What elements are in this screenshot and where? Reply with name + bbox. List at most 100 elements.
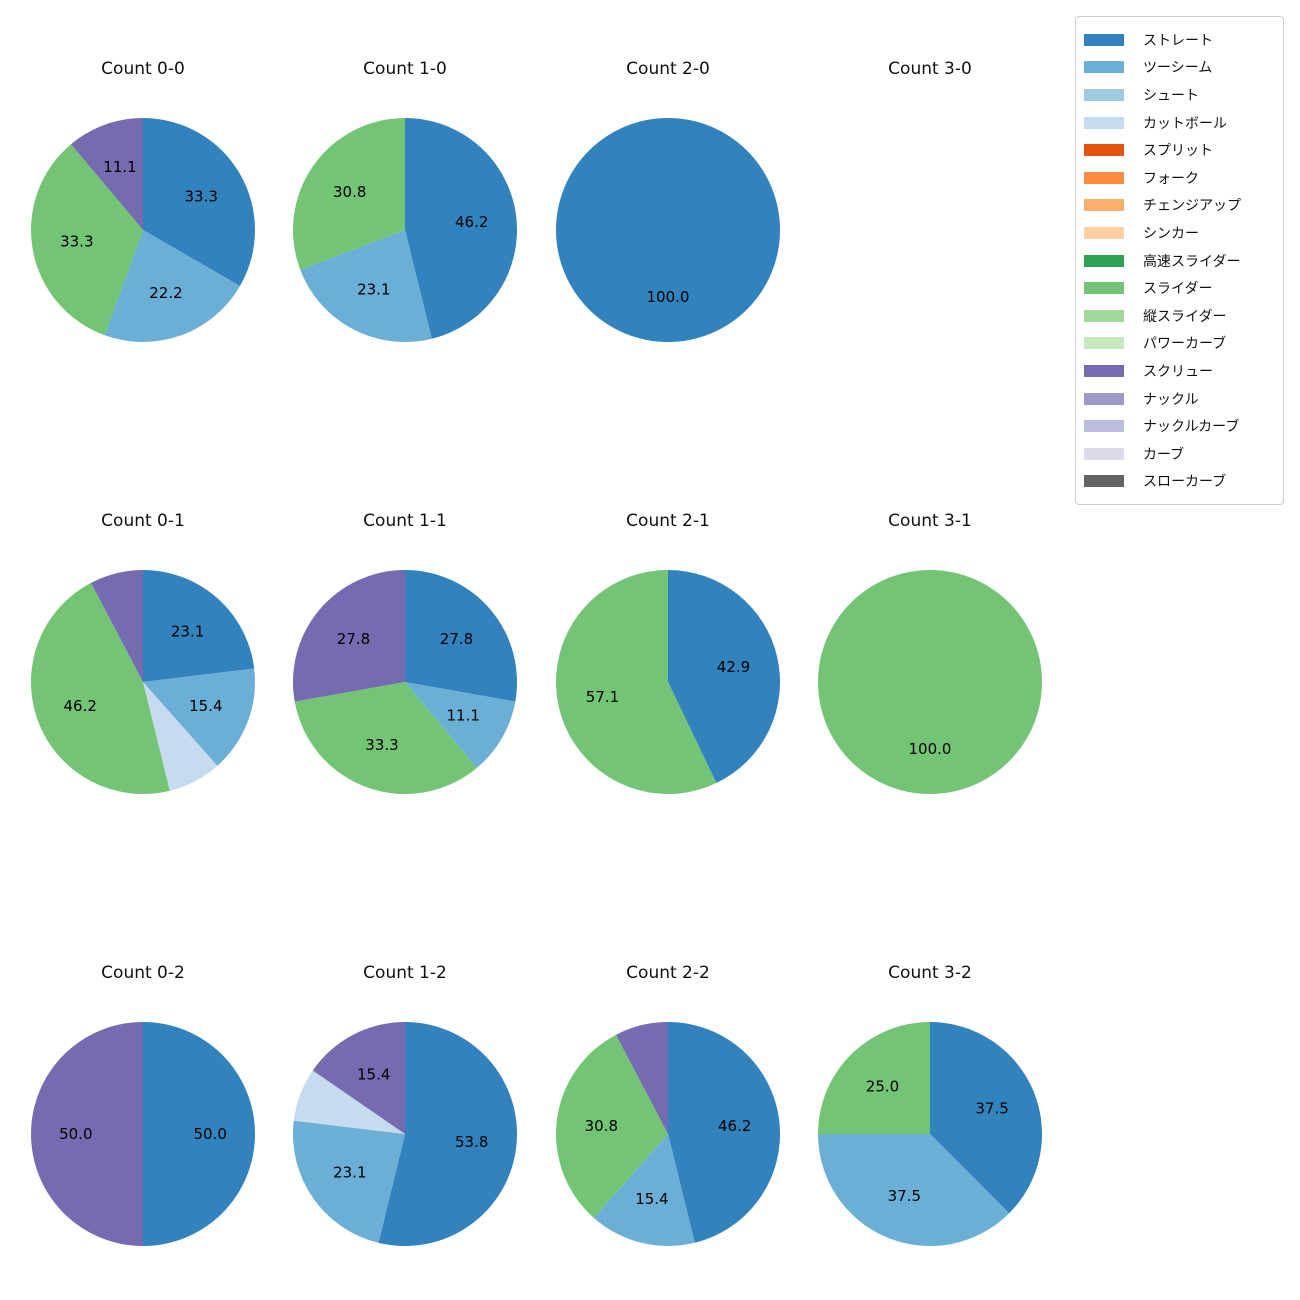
pie-title-count-0-0: Count 0-0 <box>101 59 185 79</box>
legend-swatch <box>1084 144 1124 157</box>
pie-chart-count-0-0: Count 0-0 33.3 22.2 33.3 11.1 <box>13 58 273 350</box>
legend-swatch <box>1084 199 1124 212</box>
legend-swatch <box>1084 309 1124 322</box>
pie-chart-count-2-1: Count 2-1 42.9 57.1 <box>538 510 798 802</box>
legend-item-label: パワーカーブ <box>1143 336 1227 353</box>
pie-count-2-1: 42.9 57.1 <box>555 570 780 794</box>
pie-count-0-1: 23.1 15.4 46.2 <box>30 570 255 795</box>
pie-slice-label: 37.5 <box>888 1187 921 1205</box>
pie-chart-count-0-1: Count 0-1 23.1 15.4 46.2 <box>13 510 273 802</box>
legend-item-label: 高速スライダー <box>1143 253 1241 270</box>
pie-slice <box>668 1022 781 1243</box>
pie-slice-label: 27.8 <box>440 630 473 648</box>
pie-slice <box>90 570 143 682</box>
pie-slice-label: 50.0 <box>59 1125 92 1143</box>
pie-title-count-3-1: Count 3-1 <box>888 511 972 531</box>
pie-count-2-2: 46.2 15.4 30.8 <box>556 1022 781 1247</box>
pie-slice-label: 100.0 <box>647 288 690 306</box>
pie-slice-label: 42.9 <box>717 658 750 676</box>
legend-swatch <box>1084 254 1124 267</box>
legend-swatch <box>1084 337 1124 350</box>
legend-item: ツーシーム <box>1084 54 1273 82</box>
pie-slice-label: 25.0 <box>866 1078 899 1096</box>
legend-item-label: カットボール <box>1143 115 1227 132</box>
pie-slice <box>143 682 218 791</box>
legend-item: スライダー <box>1084 274 1273 302</box>
pie-chart-count-1-1: Count 1-1 27.8 11.1 33.3 27.8 <box>275 510 535 802</box>
pie-slice <box>143 118 255 286</box>
legend-swatch <box>1084 420 1124 433</box>
legend-item: 縦スライダー <box>1084 302 1273 330</box>
pie-slice-label: 33.3 <box>60 233 93 251</box>
pie-count-3-0 <box>810 110 1050 350</box>
pie-slice <box>293 118 405 270</box>
pie-title-count-0-1: Count 0-1 <box>101 511 185 531</box>
pie-slice-label: 57.1 <box>586 688 619 706</box>
pie-slice-label: 11.1 <box>103 158 136 176</box>
legend-item: ナックルカーブ <box>1084 412 1273 440</box>
pie-count-1-0: 46.2 23.1 30.8 <box>293 118 518 343</box>
pie-slice <box>30 144 143 336</box>
legend-swatch <box>1084 475 1124 488</box>
pie-slice-label: 30.8 <box>585 1117 618 1135</box>
pie-slice <box>818 570 1042 794</box>
pie-slice <box>405 118 518 339</box>
pie-chart-count-1-2: Count 1-2 53.8 23.1 15.4 <box>275 962 535 1254</box>
legend-item: カットボール <box>1084 109 1273 137</box>
legend-item-label: 縦スライダー <box>1143 308 1227 325</box>
legend-item: ストレート <box>1084 26 1273 54</box>
legend-swatch <box>1084 171 1124 184</box>
pie-slice-label: 15.4 <box>357 1066 390 1084</box>
pie-slice <box>668 570 780 784</box>
legend-item: フォーク <box>1084 164 1273 192</box>
legend-swatch <box>1084 33 1124 46</box>
pie-slice <box>818 1134 1010 1247</box>
pie-slice-label: 22.2 <box>149 284 182 302</box>
pie-slice <box>930 1022 1043 1214</box>
legend-item-label: スプリット <box>1143 143 1213 160</box>
legend-item-label: カーブ <box>1143 446 1185 463</box>
pie-slice <box>143 570 255 682</box>
pie-count-0-0: 33.3 22.2 33.3 11.1 <box>30 118 255 343</box>
legend-item-label: シンカー <box>1143 225 1199 242</box>
pie-slice <box>312 1022 405 1134</box>
legend-item: スクリュー <box>1084 357 1273 385</box>
pie-count-3-1: 100.0 <box>818 570 1042 794</box>
pie-chart-count-2-2: Count 2-2 46.2 15.4 30.8 <box>538 962 798 1254</box>
pie-slice <box>818 1022 930 1134</box>
pie-count-2-0: 100.0 <box>556 118 780 342</box>
pie-slice <box>405 570 517 702</box>
pie-title-count-1-2: Count 1-2 <box>363 963 447 983</box>
pie-slice <box>71 118 143 230</box>
legend-item-label: フォーク <box>1143 170 1199 187</box>
pie-slice-label: 23.1 <box>333 1163 366 1181</box>
legend-item-label: スローカーブ <box>1143 474 1227 491</box>
legend-item: スローカーブ <box>1084 468 1273 496</box>
pie-title-count-0-2: Count 0-2 <box>101 963 185 983</box>
pie-slice <box>104 230 240 343</box>
pie-slice <box>293 570 405 702</box>
pie-slice-label: 46.2 <box>718 1117 751 1135</box>
legend-item-label: ストレート <box>1143 32 1213 49</box>
pie-slice <box>593 1134 695 1247</box>
pie-slice <box>30 582 170 795</box>
pie-slice <box>294 682 477 794</box>
pie-title-count-2-0: Count 2-0 <box>626 59 710 79</box>
pie-slice <box>555 570 717 794</box>
pie-slice-label: 30.8 <box>333 183 366 201</box>
legend-item: 高速スライダー <box>1084 247 1273 275</box>
pie-slice-label: 23.1 <box>357 281 390 299</box>
pie-slice <box>143 1022 255 1246</box>
pie-slice <box>378 1022 518 1246</box>
legend-item-label: ナックルカーブ <box>1143 419 1240 436</box>
pie-slice-label: 46.2 <box>63 697 96 715</box>
legend-swatch <box>1084 88 1124 101</box>
pie-title-count-2-1: Count 2-1 <box>626 511 710 531</box>
pie-slice <box>293 1120 405 1243</box>
pie-title-count-1-0: Count 1-0 <box>363 59 447 79</box>
legend: ストレート ツーシーム シュート カットボール スプリット フォーク チェンジアップ シンカー… <box>1075 16 1284 506</box>
pie-count-0-2: 50.0 50.0 <box>31 1022 255 1246</box>
pie-slice <box>556 1034 668 1218</box>
pie-slice-label: 50.0 <box>193 1125 226 1143</box>
pie-slice-label: 53.8 <box>455 1133 488 1151</box>
